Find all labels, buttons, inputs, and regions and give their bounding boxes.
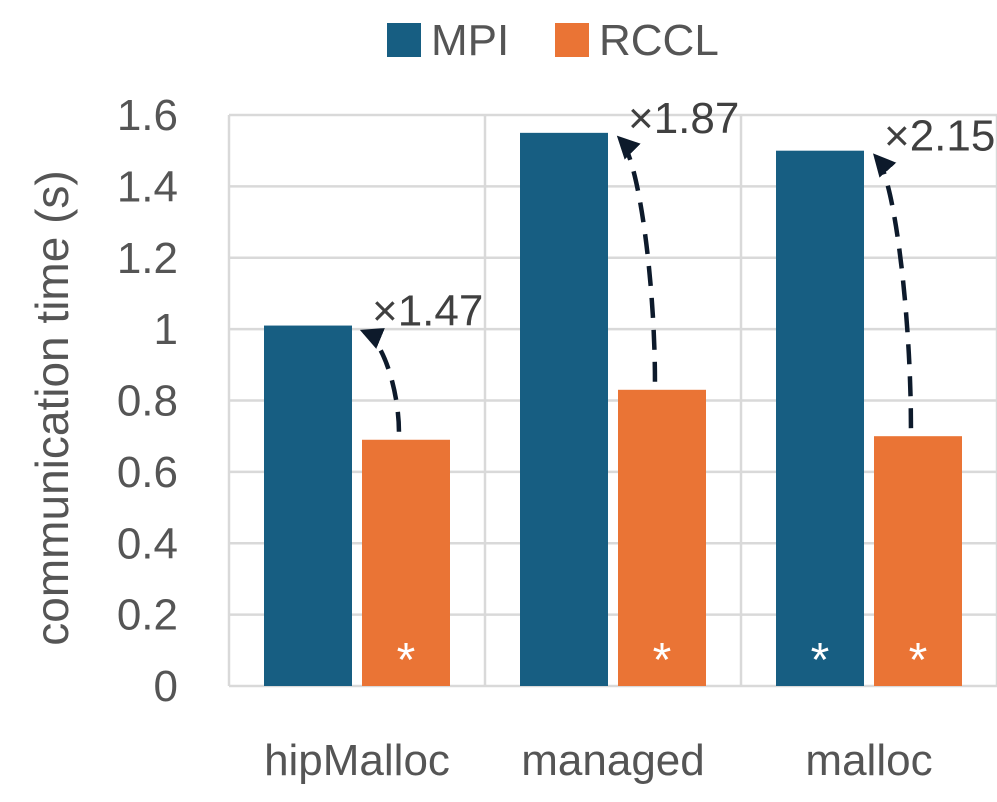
bar-marker: * xyxy=(909,634,928,687)
x-tick-label: managed xyxy=(521,736,704,785)
y-tick-label: 1 xyxy=(154,305,178,354)
y-tick-label: 1.6 xyxy=(117,91,178,140)
legend-swatch-rccl xyxy=(555,23,589,57)
ratio-label: ×1.47 xyxy=(372,287,483,336)
y-tick-label: 0 xyxy=(154,662,178,711)
ratio-label: ×2.15 xyxy=(884,112,995,161)
bar-marker: * xyxy=(653,634,672,687)
x-tick-label: malloc xyxy=(805,736,932,785)
legend: MPI RCCL xyxy=(387,16,719,65)
bar-marker: * xyxy=(811,634,830,687)
bars xyxy=(264,132,962,686)
bar-mpi-hipMalloc xyxy=(264,325,352,686)
y-axis-label: communication time (s) xyxy=(26,170,78,645)
ratio-arrow-hipMalloc xyxy=(359,328,402,432)
axis-ticks: 0 0.2 0.4 0.6 0.8 1 1.2 1.4 1.6 hipMalloc managed m… xyxy=(117,91,933,785)
bar-rccl-malloc xyxy=(874,436,962,686)
legend-label-mpi: MPI xyxy=(431,16,509,65)
bar-mpi-managed xyxy=(520,132,608,686)
y-tick-label: 0.6 xyxy=(117,448,178,497)
ratio-arrows: ×1.47 ×1.87 ×2.15 xyxy=(359,94,995,432)
y-tick-label: 1.4 xyxy=(117,162,178,211)
ratio-arrow-managed xyxy=(616,135,658,382)
bar-marker: * xyxy=(397,634,416,687)
bar-rccl-hipMalloc xyxy=(362,439,450,686)
y-tick-label: 0.8 xyxy=(117,377,178,426)
legend-swatch-mpi xyxy=(387,23,421,57)
x-tick-label: hipMalloc xyxy=(264,736,450,785)
bar-markers: * * * * xyxy=(397,634,928,687)
bar-rccl-managed xyxy=(618,389,706,686)
y-tick-label: 0.2 xyxy=(117,591,178,640)
legend-label-rccl: RCCL xyxy=(599,16,719,65)
ratio-arrow-malloc xyxy=(873,153,914,429)
grid xyxy=(227,113,997,688)
ratio-label: ×1.87 xyxy=(628,94,739,143)
y-tick-label: 1.2 xyxy=(117,234,178,283)
bar-mpi-malloc xyxy=(776,150,864,686)
y-tick-label: 0.4 xyxy=(117,519,178,568)
